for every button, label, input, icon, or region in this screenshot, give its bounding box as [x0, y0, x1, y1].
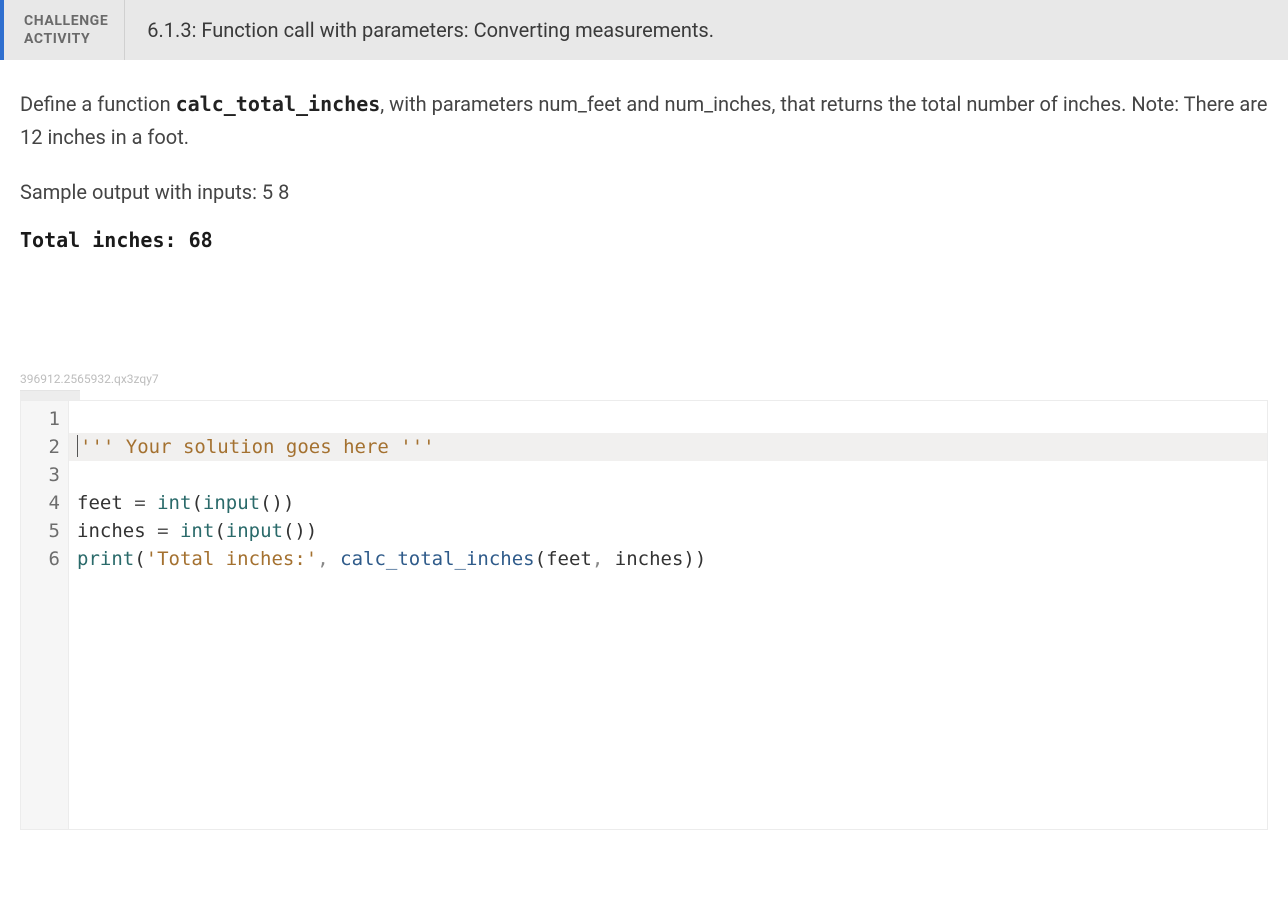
code-token: ''' Your solution goes here ''' [80, 436, 435, 458]
code-token: feet [77, 492, 134, 514]
code-line[interactable]: print('Total inches:', calc_total_inches… [77, 545, 1259, 573]
code-token: ( [134, 548, 145, 570]
line-number: 5 [39, 517, 60, 545]
text-cursor [77, 435, 78, 457]
session-id: 396912.2565932.qx3zqy7 [20, 372, 1268, 386]
progress-bar-stub [20, 390, 80, 400]
line-number: 4 [39, 489, 60, 517]
code-token: , [317, 548, 328, 570]
challenge-title: 6.1.3: Function call with parameters: Co… [125, 0, 736, 60]
prompt-prefix: Define a function [20, 92, 176, 116]
code-token: )) [683, 548, 706, 570]
line-number: 6 [39, 545, 60, 573]
code-token: calc_total_inches [340, 548, 534, 570]
code-token: , [592, 548, 603, 570]
code-token: ()) [283, 520, 317, 542]
challenge-label-line1: CHALLENGE [24, 12, 108, 30]
code-token: 'Total inches:' [146, 548, 318, 570]
challenge-label: CHALLENGE ACTIVITY [4, 0, 125, 60]
challenge-body: Define a function calc_total_inches, wit… [0, 88, 1288, 850]
line-number: 3 [39, 461, 60, 489]
code-line[interactable]: inches = int(input()) [77, 517, 1259, 545]
code-token: inches [615, 548, 684, 570]
code-token: input [226, 520, 283, 542]
code-token [603, 548, 614, 570]
code-token: int [157, 492, 191, 514]
code-line[interactable] [77, 461, 1259, 489]
code-line[interactable]: feet = int(input()) [77, 489, 1259, 517]
prompt-text: Define a function calc_total_inches, wit… [20, 88, 1268, 154]
prompt-function-name: calc_total_inches [176, 92, 381, 116]
code-line[interactable]: ''' Your solution goes here ''' [69, 433, 1267, 461]
sample-output-label: Sample output with inputs: 5 8 [20, 180, 1268, 204]
code-token: = [157, 520, 168, 542]
code-token [146, 492, 157, 514]
code-token: int [180, 520, 214, 542]
code-token: ( [535, 548, 546, 570]
code-token: feet [546, 548, 592, 570]
code-token [329, 548, 340, 570]
code-token: ( [191, 492, 202, 514]
code-token: ()) [260, 492, 294, 514]
line-number: 1 [39, 405, 60, 433]
code-token [169, 520, 180, 542]
code-token: inches [77, 520, 157, 542]
code-token: input [203, 492, 260, 514]
code-area[interactable]: ''' Your solution goes here ''' feet = i… [69, 401, 1267, 829]
code-line[interactable] [77, 405, 1259, 433]
code-token: = [134, 492, 145, 514]
challenge-activity-card: CHALLENGE ACTIVITY 6.1.3: Function call … [0, 0, 1288, 850]
challenge-label-line2: ACTIVITY [24, 30, 108, 48]
code-editor[interactable]: 123456 ''' Your solution goes here ''' f… [20, 400, 1268, 830]
sample-output-value: Total inches: 68 [20, 228, 1268, 252]
code-token: print [77, 548, 134, 570]
line-number-gutter: 123456 [21, 401, 69, 829]
line-number: 2 [39, 433, 60, 461]
challenge-header: CHALLENGE ACTIVITY 6.1.3: Function call … [0, 0, 1288, 60]
code-token: ( [214, 520, 225, 542]
